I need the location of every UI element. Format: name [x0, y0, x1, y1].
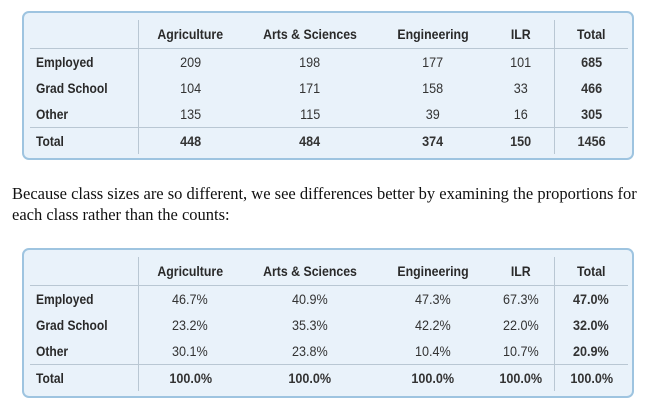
table-cell: 115 [299, 106, 321, 122]
table-cell: 33 [513, 80, 528, 96]
column-header-total: Total [558, 257, 624, 286]
table-header-row: Agriculture Arts & Sciences Engineering … [30, 20, 628, 49]
table-cell-total: 100.0% [553, 364, 628, 391]
table-cell: 135 [137, 101, 242, 128]
table-row: Employed 46.7% 40.9% 47.3% 67.3% 47.0% [30, 285, 628, 312]
table-cell: 35.3% [292, 317, 328, 333]
table-total-row: Total 448 484 374 150 1456 [30, 127, 628, 154]
table-cell: 16 [513, 106, 528, 122]
table-cell: 104 [137, 75, 242, 101]
table-cell: 47.3% [415, 291, 451, 307]
table-cell-total: 20.9% [553, 338, 628, 365]
table-cell: 23.8% [292, 343, 328, 359]
column-header-ilr: ILR [491, 20, 551, 49]
row-label: Other [36, 106, 69, 122]
row-label: Total [30, 127, 138, 154]
table-cell: 22.0% [502, 317, 539, 333]
table-cell: 198 [299, 54, 321, 70]
row-label: Other [36, 343, 69, 359]
column-header-arts-sciences: Arts & Sciences [250, 257, 370, 286]
column-header-total: Total [558, 20, 624, 49]
corner-header [36, 257, 132, 286]
column-header-arts-sciences: Arts & Sciences [250, 20, 370, 49]
counts-table-panel: Agriculture Arts & Sciences Engineering … [22, 11, 634, 160]
table-row: Other 135 115 39 16 305 [30, 101, 628, 128]
table-cell: 177 [422, 54, 444, 70]
column-header-engineering: Engineering [384, 20, 482, 49]
table-row: Grad School 23.2% 35.3% 42.2% 22.0% 32.0… [30, 312, 628, 338]
table-cell: 46.7% [137, 285, 242, 312]
column-header-ilr: ILR [491, 257, 551, 286]
table-cell: 100.0% [242, 364, 378, 391]
table-cell: 100.0% [488, 364, 554, 391]
proportions-table-panel: Agriculture Arts & Sciences Engineering … [22, 248, 634, 398]
table-cell-total: 1456 [553, 127, 628, 154]
corner-header [36, 20, 132, 49]
table-row: Other 30.1% 23.8% 10.4% 10.7% 20.9% [30, 338, 628, 365]
table-header-row: Agriculture Arts & Sciences Engineering … [30, 257, 628, 286]
table-cell: 39 [425, 106, 441, 122]
table-cell: 484 [242, 127, 378, 154]
proportions-table: Agriculture Arts & Sciences Engineering … [30, 257, 628, 391]
table-cell: 171 [299, 80, 321, 96]
table-cell: 150 [488, 127, 554, 154]
explanatory-caption: Because class sizes are so different, we… [12, 184, 637, 224]
table-cell: 23.2% [137, 312, 242, 338]
row-label: Grad School [36, 80, 108, 96]
table-cell: 10.4% [415, 343, 451, 359]
column-header-engineering: Engineering [384, 257, 482, 286]
table-cell: 42.2% [415, 317, 451, 333]
table-cell: 100.0% [137, 364, 242, 391]
row-label: Employed [36, 291, 94, 307]
table-cell-total: 685 [553, 48, 628, 75]
table-cell: 67.3% [502, 291, 539, 307]
table-cell: 10.7% [502, 343, 539, 359]
table-cell: 448 [137, 127, 242, 154]
table-cell: 100.0% [378, 364, 488, 391]
column-header-agriculture: Agriculture [143, 257, 236, 286]
table-cell-total: 32.0% [553, 312, 628, 338]
table-cell: 30.1% [137, 338, 242, 365]
table-cell-total: 47.0% [553, 285, 628, 312]
table-row: Grad School 104 171 158 33 466 [30, 75, 628, 101]
table-cell: 40.9% [292, 291, 328, 307]
row-label: Grad School [36, 317, 108, 333]
counts-table: Agriculture Arts & Sciences Engineering … [30, 20, 628, 154]
table-row: Employed 209 198 177 101 685 [30, 48, 628, 75]
table-cell: 101 [510, 54, 532, 70]
row-label: Total [30, 364, 138, 391]
row-label: Employed [36, 54, 94, 70]
table-cell-total: 305 [553, 101, 628, 128]
table-total-row: Total 100.0% 100.0% 100.0% 100.0% 100.0% [30, 364, 628, 391]
table-cell: 374 [378, 127, 488, 154]
table-cell: 209 [137, 48, 242, 75]
table-cell-total: 466 [553, 75, 628, 101]
column-header-agriculture: Agriculture [143, 20, 236, 49]
table-cell: 158 [422, 80, 444, 96]
